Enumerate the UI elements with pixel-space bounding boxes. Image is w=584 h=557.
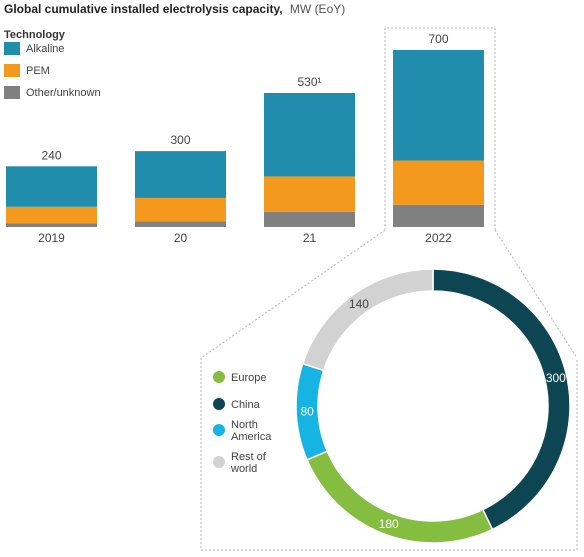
bar-alkaline-2022	[393, 50, 484, 161]
legend-label-rest-of-world: Rest of world	[230, 451, 267, 475]
legend-label-alkaline: Alkaline	[26, 43, 65, 55]
bar-alkaline-21	[264, 92, 355, 177]
legend-swatch-other-unknown	[4, 86, 20, 99]
x-tick-label: 21	[303, 231, 317, 245]
legend-label-north-america: North America	[231, 419, 272, 443]
legend-dot-europe	[213, 371, 225, 383]
bar-other-unknown-21	[264, 211, 355, 227]
donut-value-label-north-america: 80	[300, 405, 314, 419]
bar-pem-21	[264, 176, 355, 212]
bar-pem-2019	[6, 206, 97, 224]
bar-pem-20	[135, 197, 226, 222]
bar-total-label: 240	[41, 148, 61, 162]
bar-total-label: 530¹	[297, 75, 321, 89]
bar-total-label: 700	[428, 32, 448, 46]
technology-legend: Alkaline PEM Other/unknown	[4, 42, 101, 99]
region-legend: Europe China North America Rest of world	[213, 371, 272, 475]
legend-dot-china	[213, 398, 225, 410]
legend-title: Technology	[4, 29, 66, 41]
bar-alkaline-2019	[6, 166, 97, 207]
legend-label-europe: Europe	[231, 372, 266, 384]
legend-label-china: China	[231, 399, 261, 411]
donut-slice-rest-of-world	[301, 268, 434, 372]
legend-swatch-alkaline	[4, 42, 20, 55]
x-tick-label: 2019	[38, 231, 65, 245]
legend-dot-rest-of-world	[213, 456, 225, 468]
x-tick-label: 2022	[425, 231, 452, 245]
donut-slice-china	[432, 268, 571, 531]
donut-value-label-china: 300	[546, 371, 566, 385]
callout-frame	[200, 27, 578, 551]
bar-other-unknown-2019	[6, 223, 97, 227]
bar-alkaline-20	[135, 151, 226, 198]
legend-swatch-pem	[4, 64, 20, 77]
donut-value-label-rest-of-world: 140	[349, 297, 369, 311]
bar-pem-2022	[393, 160, 484, 205]
chart-title: Global cumulative installed electrolysis…	[4, 2, 345, 16]
legend-dot-north-america	[213, 424, 225, 436]
legend-label-pem: PEM	[26, 65, 50, 77]
bar-total-label: 300	[170, 133, 190, 147]
bar-other-unknown-20	[135, 221, 226, 227]
legend-label-other-unknown: Other/unknown	[26, 87, 101, 99]
stacked-bar-chart: 240 2019 300 20 530¹ 21 700 2022	[6, 32, 484, 245]
donut-chart: 300 180 80 140	[295, 268, 571, 544]
bar-other-unknown-2022	[393, 204, 484, 227]
donut-slice-europe	[306, 450, 494, 544]
donut-value-label-europe: 180	[379, 517, 399, 531]
x-tick-label: 20	[174, 231, 188, 245]
